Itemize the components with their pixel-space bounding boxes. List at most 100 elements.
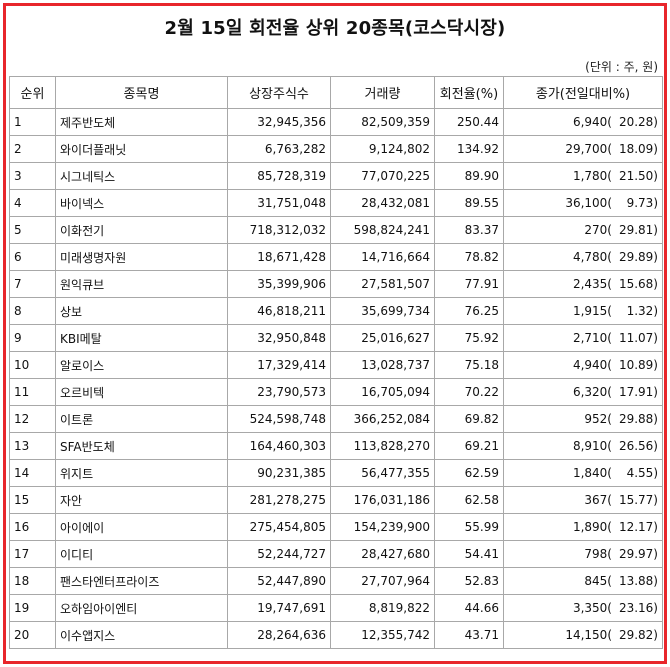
change-percent-value: 20.28) [618,115,658,129]
stock-name-cell: 이화전기 [55,216,228,244]
listed-shares-cell: 275,454,805 [227,513,331,541]
close-price-value: 1,890( [572,520,612,534]
turnover-cell: 52.83 [434,567,504,595]
volume-cell: 154,239,900 [330,513,435,541]
table-body: 1 제주반도체 32,945,356 82,509,359 250.44 6,940(20… [9,108,663,649]
page-title: 2월 15일 회전율 상위 20종목(코스닥시장) [164,18,506,39]
table-row: 14 위지트 90,231,385 56,477,355 62.59 1,840(4.55… [9,459,663,487]
turnover-cell: 77.91 [434,270,504,298]
stock-name-cell: 위지트 [55,459,228,487]
listed-shares-cell: 164,460,303 [227,432,331,460]
rank-cell: 14 [9,459,56,487]
change-percent-value: 11.07) [618,331,658,345]
close-price-value: 2,710( [572,331,612,345]
rank-cell: 17 [9,540,56,568]
table-row: 7 원익큐브 35,399,906 27,581,507 77.91 2,435(15.6… [9,270,663,298]
volume-cell: 28,432,081 [330,189,435,217]
change-percent-value: 29.88) [618,412,658,426]
turnover-cell: 75.18 [434,351,504,379]
change-percent-value: 18.09) [618,142,658,156]
header-turnover: 회전율(%) [434,76,504,109]
volume-cell: 113,828,270 [330,432,435,460]
stock-name-cell: 제주반도체 [55,108,228,136]
turnover-table: 순위 종목명 상장주식수 거래량 회전율(%) 종가(전일대비%) 1 제주반도체… [9,76,663,649]
table-row: 4 바이넥스 31,751,048 28,432,081 89.55 36,100(9.7… [9,189,663,217]
close-price-value: 6,320( [572,385,612,399]
close-price-value: 367( [584,493,612,507]
volume-cell: 598,824,241 [330,216,435,244]
listed-shares-cell: 718,312,032 [227,216,331,244]
listed-shares-cell: 281,278,275 [227,486,331,514]
close-price-cell: 8,910(26.56) [503,432,663,460]
change-percent-value: 4.55) [626,466,658,480]
close-price-cell: 6,940( 20.28) [503,108,663,136]
close-price-value: 270( [584,223,612,237]
change-percent-value: 12.17) [618,520,658,534]
header-listed-shares: 상장주식수 [227,76,331,109]
turnover-cell: 70.22 [434,378,504,406]
stock-name-cell: 오르비텍 [55,378,228,406]
stock-name-cell: 팬스타엔터프라이즈 [55,567,228,595]
table-row: 3 시그네틱스 85,728,319 77,070,225 89.90 1,780(21.… [9,162,663,190]
table-row: 13 SFA반도체 164,460,303 113,828,270 69.21 8,910… [9,432,663,460]
listed-shares-cell: 23,790,573 [227,378,331,406]
close-price-value: 6,940( [572,115,612,129]
listed-shares-cell: 32,950,848 [227,324,331,352]
stock-name-cell: 이트론 [55,405,228,433]
volume-cell: 77,070,225 [330,162,435,190]
turnover-cell: 134.92 [434,135,504,163]
header-rank: 순위 [9,76,56,109]
volume-cell: 27,707,964 [330,567,435,595]
rank-cell: 13 [9,432,56,460]
change-percent-value: 15.68) [618,277,658,291]
stock-name-cell: KBI메탈 [55,324,228,352]
stock-name-cell: 상보 [55,297,228,325]
volume-cell: 13,028,737 [330,351,435,379]
change-percent-value: 13.88) [618,574,658,588]
change-percent-value: 9.73) [626,196,658,210]
rank-cell: 2 [9,135,56,163]
close-price-cell: 3,350(23.16) [503,594,663,622]
listed-shares-cell: 18,671,428 [227,243,331,271]
volume-cell: 9,124,802 [330,135,435,163]
rank-cell: 3 [9,162,56,190]
rank-cell: 10 [9,351,56,379]
stock-name-cell: 자안 [55,486,228,514]
turnover-cell: 44.66 [434,594,504,622]
turnover-cell: 78.82 [434,243,504,271]
listed-shares-cell: 6,763,282 [227,135,331,163]
rank-cell: 6 [9,243,56,271]
volume-cell: 27,581,507 [330,270,435,298]
stock-name-cell: 미래생명자원 [55,243,228,271]
listed-shares-cell: 17,329,414 [227,351,331,379]
close-price-cell: 4,780(29.89) [503,243,663,271]
document-frame: 2월 15일 회전율 상위 20종목(코스닥시장) (단위 : 주, 원) 순위… [3,3,667,664]
rank-cell: 15 [9,486,56,514]
turnover-cell: 54.41 [434,540,504,568]
table-row: 6 미래생명자원 18,671,428 14,716,664 78.82 4,780(29… [9,243,663,271]
close-price-value: 952( [584,412,612,426]
table-row: 2 와이더플래닛 6,763,282 9,124,802 134.92 29,700(18… [9,135,663,163]
close-price-value: 2,435( [572,277,612,291]
table-row: 8 상보 46,818,211 35,699,734 76.25 1,915(1.32) [9,297,663,325]
table-row: 18 팬스타엔터프라이즈 52,447,890 27,707,964 52.83 845(… [9,567,663,595]
table-row: 20 이수앱지스 28,264,636 12,355,742 43.71 14,150(2… [9,621,663,649]
change-percent-value: 23.16) [618,601,658,615]
listed-shares-cell: 90,231,385 [227,459,331,487]
turnover-cell: 62.58 [434,486,504,514]
close-price-value: 4,940( [572,358,612,372]
table-header-row: 순위 종목명 상장주식수 거래량 회전율(%) 종가(전일대비%) [9,76,663,109]
volume-cell: 12,355,742 [330,621,435,649]
table-row: 12 이트론 524,598,748 366,252,084 69.82 952(29.8… [9,405,663,433]
turnover-cell: 69.82 [434,405,504,433]
close-price-cell: 4,940(10.89) [503,351,663,379]
change-percent-value: 29.97) [618,547,658,561]
table-row: 9 KBI메탈 32,950,848 25,016,627 75.92 2,710(11.… [9,324,663,352]
volume-cell: 56,477,355 [330,459,435,487]
volume-cell: 35,699,734 [330,297,435,325]
header-volume: 거래량 [330,76,435,109]
volume-cell: 82,509,359 [330,108,435,136]
change-percent-value: 29.89) [618,250,658,264]
volume-cell: 8,819,822 [330,594,435,622]
close-price-value: 14,150( [565,628,612,642]
